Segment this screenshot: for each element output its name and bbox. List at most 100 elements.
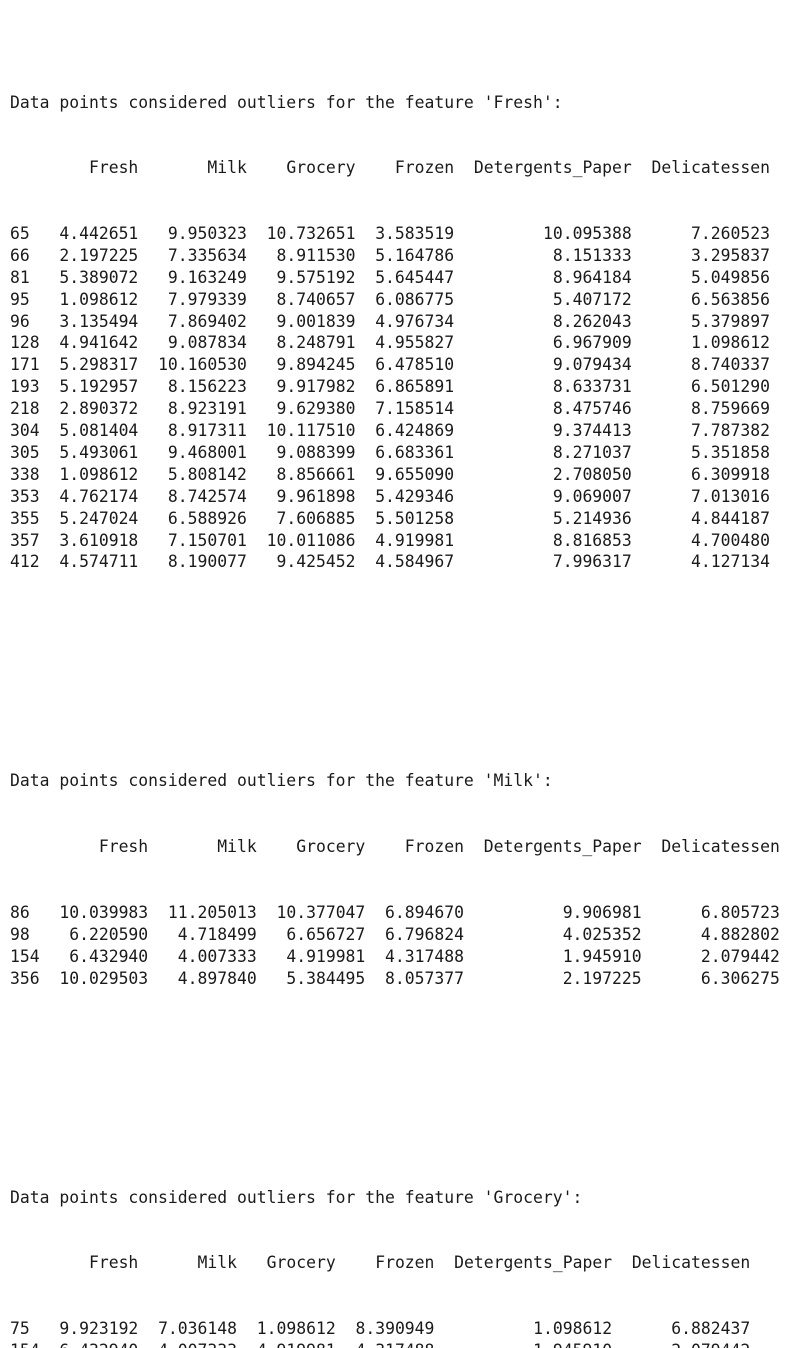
table-cell: 7.606885: [266, 508, 356, 528]
table-cell: 6.432940: [59, 946, 149, 966]
table-cell: 4.127134: [651, 552, 770, 572]
table-cell: 3.295837: [651, 245, 770, 265]
table-cell: 3.135494: [59, 311, 139, 331]
table-cell: 8.742574: [158, 486, 247, 506]
table-cell: 11.205013: [167, 902, 257, 922]
table-cell: 7.158514: [375, 399, 455, 419]
table-cell: 7.150701: [158, 530, 247, 550]
table-cell: 7.335634: [158, 245, 247, 265]
table-cell: 7.036148: [158, 1318, 238, 1338]
table-cell: 9.629380: [266, 399, 356, 419]
column-header-frozen: Frozen: [385, 837, 464, 857]
table-cell: 6.478510: [375, 355, 455, 375]
table-cell: 4.882802: [661, 924, 780, 944]
table-row: 75 9.923192 7.036148 1.098612 8.390949 1…: [10, 1318, 780, 1340]
row-index: 154: [10, 946, 40, 966]
table-cell: 10.732651: [266, 224, 356, 244]
table-cell: 9.961898: [266, 486, 356, 506]
table-cell: 2.708050: [473, 464, 632, 484]
column-header-detergents-paper: Detergents_Paper: [454, 1253, 613, 1273]
table-cell: 9.001839: [266, 311, 356, 331]
row-index: 218: [10, 399, 40, 419]
column-header-grocery: Grocery: [276, 837, 366, 857]
table-cell: 6.501290: [651, 377, 770, 397]
table-cell: 4.007333: [158, 1341, 237, 1348]
section-title: Data points considered outliers for the …: [10, 771, 553, 791]
column-header-fresh: Fresh: [59, 837, 149, 857]
table-row: 81 5.389072 9.163249 9.575192 5.645447 8…: [10, 267, 780, 289]
table-cell: 5.407172: [473, 289, 632, 309]
table-row: 412 4.574711 8.190077 9.425452 4.584967 …: [10, 551, 780, 573]
table-cell: 4.762174: [59, 486, 139, 506]
table-cell: 4.718499: [167, 924, 257, 944]
column-header-fresh: Fresh: [59, 158, 139, 178]
table-cell: 1.098612: [256, 1318, 336, 1338]
table-cell: 9.163249: [158, 267, 247, 287]
row-index: 305: [10, 442, 40, 462]
row-index: 193: [10, 377, 40, 397]
table-row: 218 2.890372 8.923191 9.629380 7.158514 …: [10, 398, 780, 420]
table-body: 86 10.039983 11.205013 10.377047 6.89467…: [10, 902, 780, 990]
table-cell: 7.869402: [158, 311, 247, 331]
table-cell: 6.683361: [375, 442, 455, 462]
table-cell: 4.442651: [59, 224, 139, 244]
table-header: Fresh Milk Grocery Frozen Detergents_Pap…: [10, 157, 780, 179]
column-header-fresh: Fresh: [59, 1253, 139, 1273]
table-cell: 8.911530: [266, 245, 356, 265]
table-cell: 9.079434: [473, 355, 632, 375]
row-index: 338: [10, 464, 40, 484]
table-cell: 5.192957: [59, 377, 139, 397]
table-cell: 9.917982: [266, 377, 356, 397]
table-cell: 6.882437: [631, 1318, 751, 1338]
table-cell: 8.856661: [266, 464, 356, 484]
console-output: Data points considered outliers for the …: [10, 4, 780, 1348]
table-cell: 10.095388: [473, 224, 632, 244]
table-cell: 4.574711: [59, 552, 139, 572]
row-index: 357: [10, 530, 40, 550]
table-cell: 8.390949: [355, 1318, 435, 1338]
table-cell: 8.271037: [473, 442, 632, 462]
column-header-delicatessen: Delicatessen: [631, 1253, 751, 1273]
table-cell: 5.493061: [59, 442, 139, 462]
table-row: 154 6.432940 4.007333 4.919981 4.317488 …: [10, 1340, 780, 1348]
table-cell: 9.923192: [59, 1318, 139, 1338]
table-cell: 6.796824: [385, 924, 464, 944]
table-cell: 8.923191: [158, 399, 247, 419]
table-row: 338 1.098612 5.808142 8.856661 9.655090 …: [10, 464, 780, 486]
row-index: 171: [10, 355, 40, 375]
table-header: Fresh Milk Grocery Frozen Detergents_Pap…: [10, 1252, 780, 1274]
table-cell: 8.151333: [473, 245, 632, 265]
table-cell: 5.351858: [651, 442, 770, 462]
table-cell: 10.377047: [276, 902, 366, 922]
table-cell: 4.976734: [375, 311, 455, 331]
table-row: 193 5.192957 8.156223 9.917982 6.865891 …: [10, 376, 780, 398]
table-cell: 5.501258: [375, 508, 455, 528]
table-cell: 6.894670: [385, 902, 464, 922]
column-header-grocery: Grocery: [266, 158, 356, 178]
table-cell: 6.656727: [276, 924, 366, 944]
section-title: Data points considered outliers for the …: [10, 92, 563, 112]
table-cell: 5.808142: [158, 464, 247, 484]
table-cell: 6.086775: [375, 289, 455, 309]
table-cell: 8.964184: [473, 267, 632, 287]
table-cell: 4.941642: [59, 333, 139, 353]
table-cell: 4.317488: [385, 946, 464, 966]
row-index: 86: [10, 902, 40, 922]
table-cell: 6.865891: [375, 377, 455, 397]
table-cell: 6.967909: [473, 333, 632, 353]
table-cell: 3.610918: [59, 530, 139, 550]
table-cell: 2.890372: [59, 399, 139, 419]
table-cell: 2.197225: [483, 968, 642, 988]
table-cell: 4.584967: [375, 552, 455, 572]
row-index: 154: [10, 1341, 40, 1348]
row-index: 81: [10, 267, 40, 287]
table-row: 171 5.298317 10.160530 9.894245 6.478510…: [10, 354, 780, 376]
table-cell: 8.740657: [266, 289, 356, 309]
table-cell: 5.081404: [59, 421, 139, 441]
table-cell: 9.374413: [473, 421, 632, 441]
table-cell: 5.214936: [473, 508, 632, 528]
column-header-frozen: Frozen: [375, 158, 455, 178]
column-header-delicatessen: Delicatessen: [661, 837, 780, 857]
table-cell: 6.309918: [651, 464, 770, 484]
table-row: 65 4.442651 9.950323 10.732651 3.583519 …: [10, 223, 780, 245]
